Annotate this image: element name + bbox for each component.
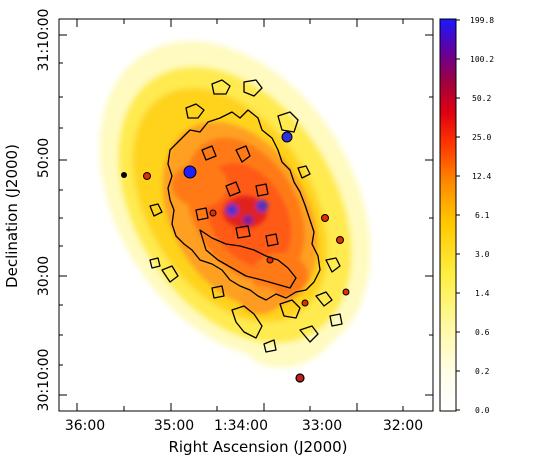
colorbar-gradient — [440, 19, 456, 411]
y-tick-label: 30:00 — [36, 256, 52, 296]
colorbar-tick-label: 6.1 — [475, 211, 490, 220]
hii-regions — [121, 131, 350, 383]
x-tick-labels: 36:00 35:00 1:34:00 33:00 32:00 — [65, 418, 423, 434]
colorbar-tick-label: 50.2 — [472, 94, 491, 103]
x-axis-ticks — [76, 19, 404, 411]
y-tick-label: 30:10:00 — [36, 349, 52, 412]
y-axis-ticks — [59, 34, 433, 396]
colorbar-tick-label: 25.0 — [472, 133, 491, 142]
contour-lines — [149, 79, 343, 353]
colorbar-tick-label: 0.6 — [475, 328, 490, 337]
x-tick-label: 36:00 — [65, 418, 105, 434]
plot-frame — [58, 18, 434, 412]
colorbar: 199.8 100.2 50.2 25.0 12.4 6.1 3.0 1.4 0… — [439, 16, 494, 415]
y-tick-labels: 31:10:00 50:00 30:00 30:10:00 — [36, 9, 52, 412]
plot-area — [59, 19, 433, 411]
colorbar-tick-label: 0.2 — [475, 367, 490, 376]
x-tick-label: 32:00 — [383, 418, 423, 434]
x-tick-label: 35:00 — [154, 418, 194, 434]
y-axis-label: Declination (J2000) — [3, 144, 21, 288]
colorbar-tick-label: 100.2 — [470, 55, 494, 64]
x-axis-label: Right Ascension (J2000) — [168, 438, 347, 456]
colorbar-tick-label: 12.4 — [472, 172, 491, 181]
colorbar-tick-labels: 199.8 100.2 50.2 25.0 12.4 6.1 3.0 1.4 0… — [470, 16, 494, 415]
colorbar-tick-label: 3.0 — [475, 250, 490, 259]
x-tick-label: 33:00 — [302, 418, 342, 434]
colorbar-tick-label: 1.4 — [475, 289, 490, 298]
colorbar-ticks — [456, 19, 460, 411]
y-tick-label: 31:10:00 — [36, 9, 52, 72]
x-tick-label: 1:34:00 — [214, 418, 268, 434]
colorbar-tick-label: 199.8 — [470, 16, 494, 25]
colorbar-tick-label: 0.0 — [475, 406, 490, 415]
galaxy-core — [223, 196, 268, 228]
y-tick-label: 50:00 — [36, 138, 52, 178]
